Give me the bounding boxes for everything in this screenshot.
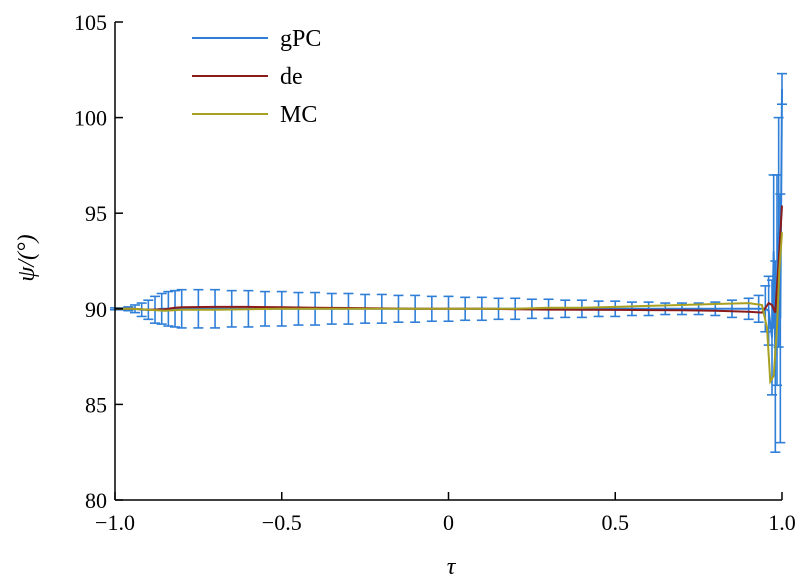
series-line-MC xyxy=(115,232,783,385)
legend-label-MC: MC xyxy=(280,102,317,128)
series-gPC xyxy=(110,72,787,454)
legend: gPC de MC xyxy=(192,26,321,128)
series-MC xyxy=(115,232,783,385)
x-tick-label: 1.0 xyxy=(768,510,796,535)
x-tick-label: 0.5 xyxy=(602,510,630,535)
legend-label-de: de xyxy=(280,64,303,90)
x-tick-label: −1.0 xyxy=(95,510,135,535)
y-tick-label: 90 xyxy=(85,297,107,322)
y-tick-label: 80 xyxy=(85,488,107,513)
y-tick-label: 105 xyxy=(74,10,107,35)
y-tick-label: 95 xyxy=(85,201,107,226)
axes xyxy=(114,21,783,501)
y-tick-label: 100 xyxy=(74,106,107,131)
x-tick-label: −0.5 xyxy=(262,510,302,535)
y-tick-label: 85 xyxy=(85,392,107,417)
plot-marks xyxy=(110,72,787,454)
y-axis-label: ψ/(°) xyxy=(14,234,40,281)
tick-labels: −1.0 −0.5 0 0.5 1.0 80 85 90 95 100 105 xyxy=(74,10,796,535)
x-tick-label: 0 xyxy=(443,510,454,535)
x-axis-label: τ xyxy=(447,554,457,580)
legend-label-gPC: gPC xyxy=(280,26,321,52)
